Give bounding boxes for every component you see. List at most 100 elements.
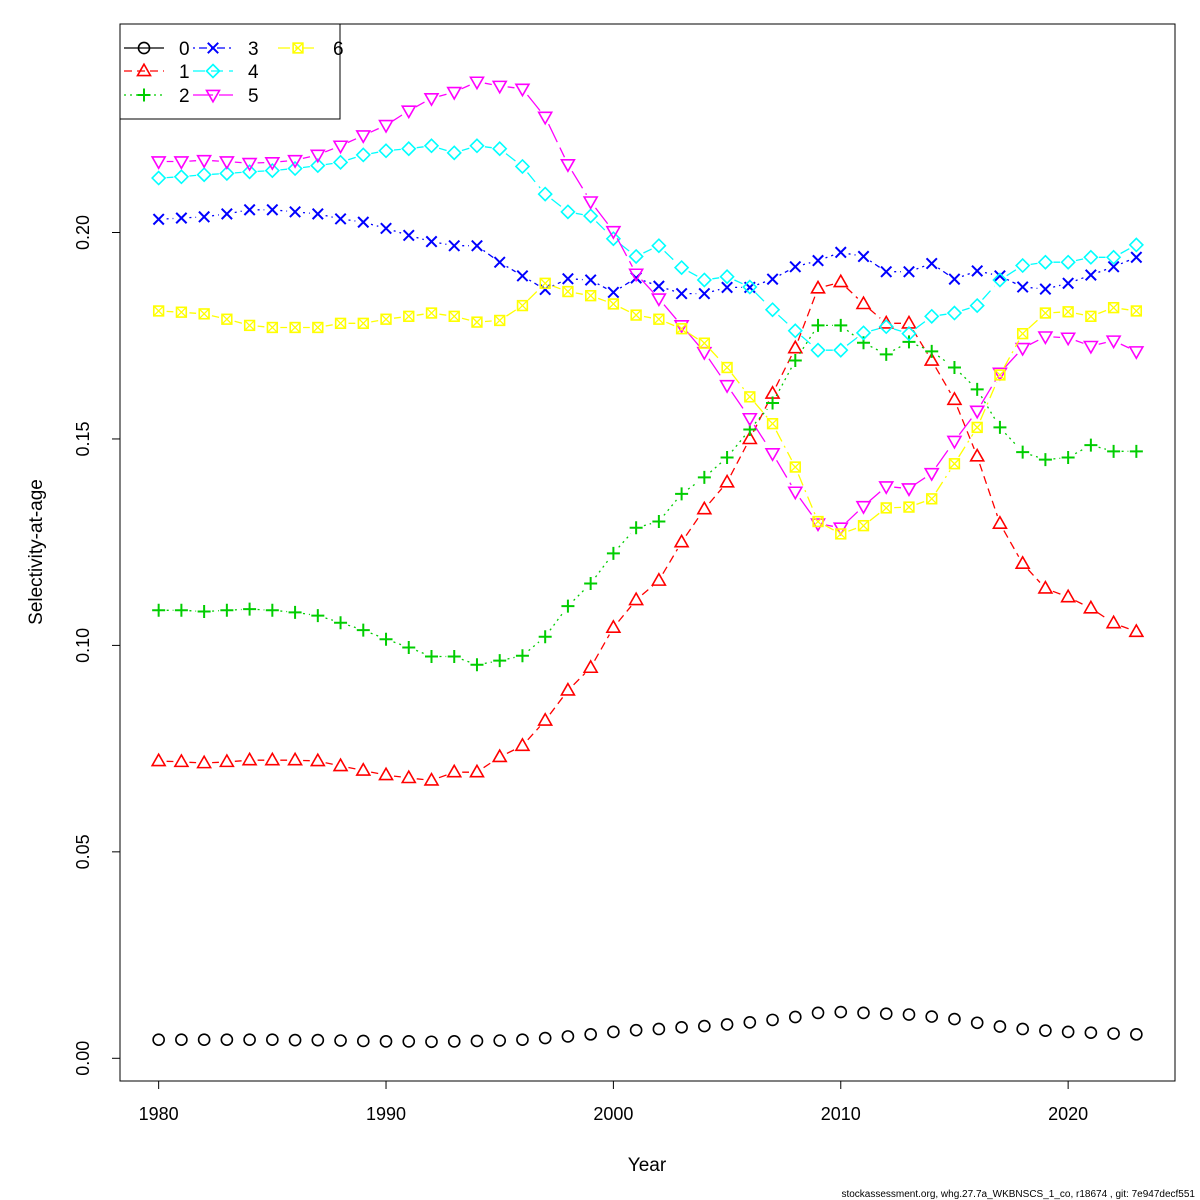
data-point — [1039, 283, 1052, 295]
marker-square — [1107, 301, 1120, 314]
data-point — [1084, 269, 1097, 281]
data-point — [355, 762, 372, 776]
series-age-5 — [150, 76, 1145, 537]
marker-x — [858, 520, 869, 531]
data-point — [583, 208, 599, 224]
data-point — [834, 246, 847, 259]
data-point — [562, 285, 574, 298]
marker-x — [153, 305, 164, 317]
data-point — [766, 418, 779, 430]
data-point — [287, 160, 303, 177]
series-layer — [150, 76, 1145, 1049]
data-point — [607, 286, 620, 299]
data-point — [584, 576, 598, 590]
data-point — [243, 319, 256, 332]
data-point — [152, 603, 166, 617]
legend-marker — [205, 89, 221, 104]
legend-marker — [136, 62, 152, 77]
data-point — [1129, 444, 1143, 458]
data-point — [514, 83, 531, 98]
marker-x — [426, 307, 437, 319]
data-point — [766, 273, 779, 286]
data-point — [970, 1016, 984, 1030]
marker-square — [152, 305, 165, 317]
data-point — [1014, 342, 1031, 357]
data-point — [379, 1035, 393, 1048]
data-point — [152, 305, 165, 317]
data-point — [741, 412, 758, 427]
data-point — [198, 210, 211, 223]
marker-x — [630, 309, 642, 321]
data-point — [537, 186, 553, 202]
data-point — [948, 458, 961, 470]
legend-marker — [137, 41, 151, 55]
legend: 01 2 34 5 6 — [119, 23, 344, 120]
data-point — [812, 254, 824, 267]
data-point — [675, 1020, 688, 1034]
data-point — [879, 1007, 893, 1021]
marker-x — [676, 323, 687, 335]
marker-square — [903, 501, 915, 513]
data-point — [698, 1019, 711, 1033]
marker-square — [744, 391, 756, 403]
data-point — [880, 502, 892, 514]
data-point — [582, 196, 599, 210]
data-point — [788, 1010, 802, 1024]
data-point — [265, 603, 279, 617]
data-point — [697, 470, 711, 484]
data-point — [174, 603, 188, 617]
marker-x — [1108, 302, 1119, 313]
marker-square — [1085, 310, 1097, 323]
data-point — [1107, 1027, 1120, 1040]
data-point — [356, 1034, 370, 1048]
data-point — [447, 1035, 461, 1048]
data-point — [878, 319, 894, 335]
data-point — [744, 391, 756, 403]
legend-item-4: 4 — [193, 62, 259, 83]
data-point — [196, 167, 212, 183]
data-point — [652, 515, 666, 529]
marker-square — [198, 308, 210, 320]
data-point — [925, 257, 938, 270]
marker-square — [448, 310, 460, 323]
data-point — [653, 313, 665, 325]
marker-square — [857, 519, 870, 532]
data-point — [197, 605, 211, 619]
data-point — [562, 272, 574, 285]
marker-square — [471, 316, 483, 328]
data-point — [448, 310, 460, 323]
data-point — [220, 1033, 234, 1047]
data-point — [378, 119, 394, 134]
marker-square — [926, 493, 938, 505]
series-line-2 — [166, 324, 1129, 665]
data-point — [491, 80, 508, 95]
data-point — [1130, 305, 1143, 317]
data-point — [1128, 623, 1145, 638]
data-point — [332, 154, 349, 170]
data-point — [878, 314, 895, 329]
data-point — [423, 92, 440, 107]
data-point — [605, 225, 622, 240]
data-point — [266, 1033, 279, 1047]
data-point — [629, 521, 643, 535]
data-point — [471, 316, 483, 328]
data-point — [1061, 451, 1075, 465]
data-point — [561, 599, 575, 613]
marker-x — [1085, 310, 1097, 322]
marker-square — [494, 314, 506, 327]
data-point — [1037, 254, 1054, 270]
marker-square — [1016, 327, 1029, 340]
marker-x — [335, 318, 346, 329]
series-line-4 — [166, 146, 1130, 351]
data-point — [289, 321, 301, 334]
data-point — [857, 519, 870, 532]
data-point — [516, 299, 529, 312]
data-point — [584, 1028, 597, 1041]
data-point — [584, 290, 597, 302]
data-point — [538, 630, 552, 644]
data-point — [219, 165, 235, 182]
data-point — [491, 748, 508, 763]
marker-x — [380, 313, 392, 325]
data-point — [423, 771, 440, 786]
